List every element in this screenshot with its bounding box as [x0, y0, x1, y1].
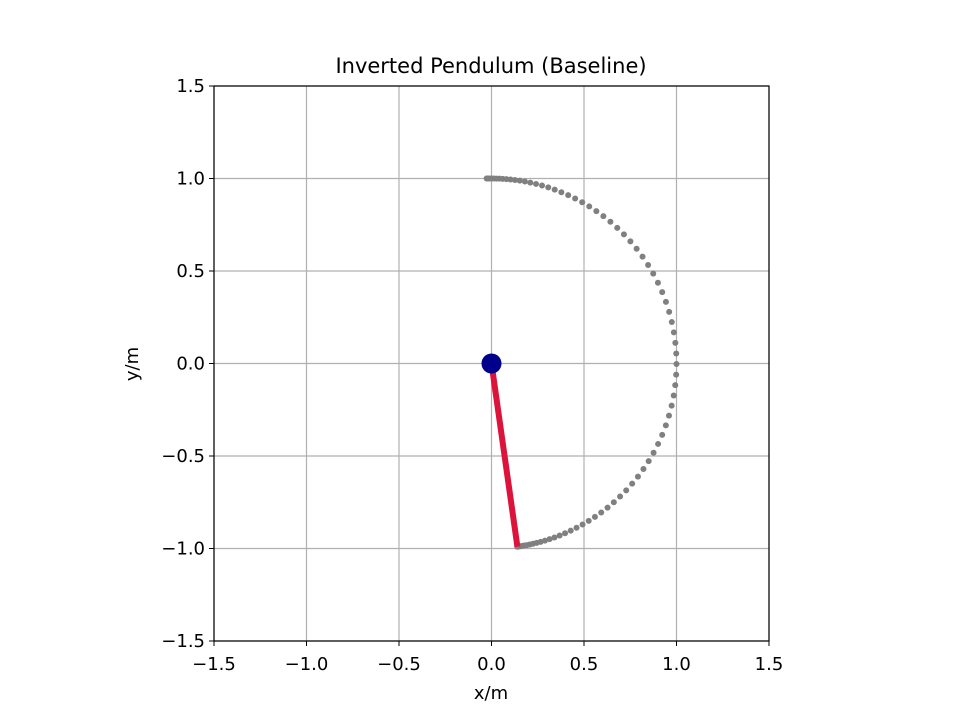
trajectory-point [604, 504, 611, 511]
x-tick-label: −1.0 [285, 654, 329, 675]
trajectory-point [545, 184, 552, 191]
trajectory-point [673, 350, 680, 357]
trajectory-point [650, 449, 657, 456]
trajectory-point [659, 431, 666, 438]
chart-title: Inverted Pendulum (Baseline) [335, 54, 646, 78]
trajectory-point [633, 245, 640, 252]
plot-area [213, 85, 770, 642]
trajectory-point [662, 298, 669, 305]
trajectory-point [572, 195, 579, 202]
trajectory-point [672, 339, 679, 346]
trajectory-point [591, 513, 598, 520]
trajectory-point [666, 308, 673, 315]
pivot-layer [481, 353, 502, 374]
trajectory-point [546, 536, 553, 543]
trajectory-point [640, 466, 647, 473]
trajectory-point [551, 534, 558, 541]
trajectory-point [511, 176, 518, 183]
trajectory-point [610, 499, 617, 506]
trajectory-point [665, 412, 672, 419]
trajectory-point [672, 382, 679, 389]
trajectory-point [551, 186, 558, 193]
trajectory-point [629, 480, 636, 487]
trajectory-point [527, 179, 534, 186]
trajectory-point [556, 532, 563, 539]
trajectory-point [600, 213, 607, 220]
trajectory-point [662, 422, 669, 429]
x-tick-label: 1.5 [755, 654, 784, 675]
trajectory-point [539, 182, 546, 189]
trajectory-point [645, 458, 652, 465]
y-tick-label: −0.5 [161, 446, 205, 467]
y-tick-label: −1.5 [161, 631, 205, 652]
trajectory-point [558, 189, 565, 196]
x-tick-label: 0.5 [570, 654, 599, 675]
trajectory-point [579, 521, 586, 528]
y-tick-label: 0.5 [176, 261, 205, 282]
trajectory-point [533, 180, 540, 187]
trajectory-point [617, 493, 624, 500]
y-tick-label: −1.0 [161, 539, 205, 560]
trajectory-point [670, 392, 677, 399]
trajectory-point [586, 203, 593, 210]
trajectory-point [673, 361, 680, 368]
x-tick-label: −1.5 [192, 654, 236, 675]
trajectory-point [654, 279, 661, 286]
trajectory-point [634, 473, 641, 480]
trajectory-point [655, 440, 662, 447]
trajectory-point [668, 319, 675, 326]
trajectory-point [623, 487, 630, 494]
trajectory-point [521, 178, 528, 185]
trajectory-point [650, 270, 657, 277]
x-axis-label: x/m [474, 683, 508, 704]
trajectory-point [668, 402, 675, 409]
trajectory-point [579, 199, 586, 206]
x-ticks: −1.5 −1.0 −0.5 0.0 0.5 1.0 1.5 [192, 641, 783, 675]
trajectory-point [593, 208, 600, 215]
trajectory-point [614, 224, 621, 231]
y-tick-label: 1.0 [176, 169, 205, 190]
trajectory-point [627, 238, 634, 245]
trajectory-point [607, 218, 614, 225]
trajectory-point [659, 289, 666, 296]
trajectory-point [670, 329, 677, 336]
trajectory-point [620, 231, 627, 238]
trajectory-point [598, 509, 605, 516]
trajectory-point [645, 261, 652, 268]
y-ticks: −1.5 −1.0 −0.5 0.0 0.5 1.0 1.5 [161, 76, 214, 652]
trajectory-point [673, 371, 680, 378]
trajectory-point [565, 192, 572, 199]
trajectory-point [585, 517, 592, 524]
trajectory-point [507, 176, 514, 183]
trajectory-layer [483, 175, 680, 550]
x-tick-label: 0.0 [477, 654, 506, 675]
rod-layer [488, 363, 521, 548]
trajectory-point [562, 530, 569, 537]
trajectory-point [639, 253, 646, 260]
pendulum-rod [488, 363, 521, 548]
trajectory-point [516, 177, 523, 184]
pivot-marker [481, 353, 502, 374]
trajectory-point [573, 524, 580, 531]
x-tick-label: 1.0 [662, 654, 691, 675]
trajectory-point [567, 527, 574, 534]
y-axis-label: y/m [122, 347, 143, 381]
y-tick-label: 1.5 [176, 76, 205, 97]
x-tick-label: −0.5 [377, 654, 421, 675]
y-tick-label: 0.0 [176, 354, 205, 375]
